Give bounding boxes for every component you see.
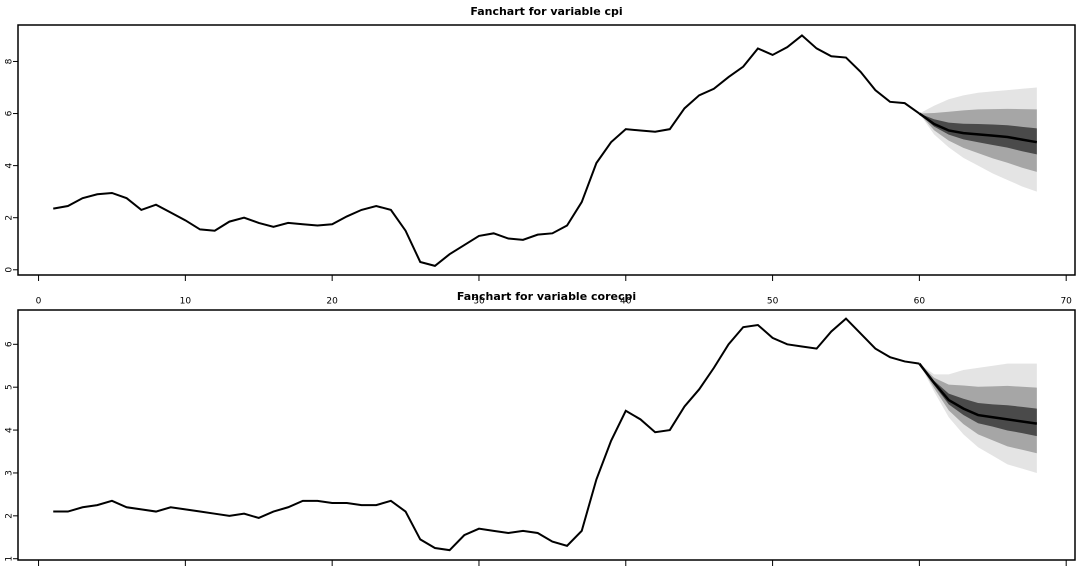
series-line: [53, 34, 920, 267]
x-tick-label: 10: [180, 297, 192, 307]
y-tick-label: 6: [5, 110, 15, 116]
y-tick-label: 2: [5, 513, 15, 519]
fan-median: [918, 362, 1038, 425]
fan-median: [918, 112, 1038, 144]
y-tick-label: 1: [5, 556, 15, 562]
fan-band: [919, 363, 1037, 437]
y-tick-label: 2: [5, 215, 15, 221]
chart-title: Fanchart for variable cpi: [470, 5, 622, 18]
y-tick-label: 0: [5, 267, 15, 273]
y-tick-label: 3: [5, 470, 15, 476]
series-line: [53, 317, 920, 552]
x-tick-label: 40: [620, 297, 632, 307]
x-tick-label: 30: [473, 297, 485, 307]
x-tick-label: 20: [326, 297, 338, 307]
y-tick-label: 4: [5, 162, 15, 168]
y-tick-label: 5: [5, 384, 15, 390]
y-tick-label: 8: [5, 58, 15, 64]
plot-frame: [17, 309, 1076, 561]
plot-frame: [17, 24, 1076, 276]
x-tick-label: 70: [1060, 297, 1072, 307]
y-tick-label: 4: [5, 427, 15, 433]
x-tick-label: 60: [914, 297, 926, 307]
y-tick-label: 6: [5, 341, 15, 347]
x-tick-label: 50: [767, 297, 779, 307]
chart-title: Fanchart for variable corecpi: [457, 290, 636, 303]
x-tick-label: 0: [36, 297, 42, 307]
